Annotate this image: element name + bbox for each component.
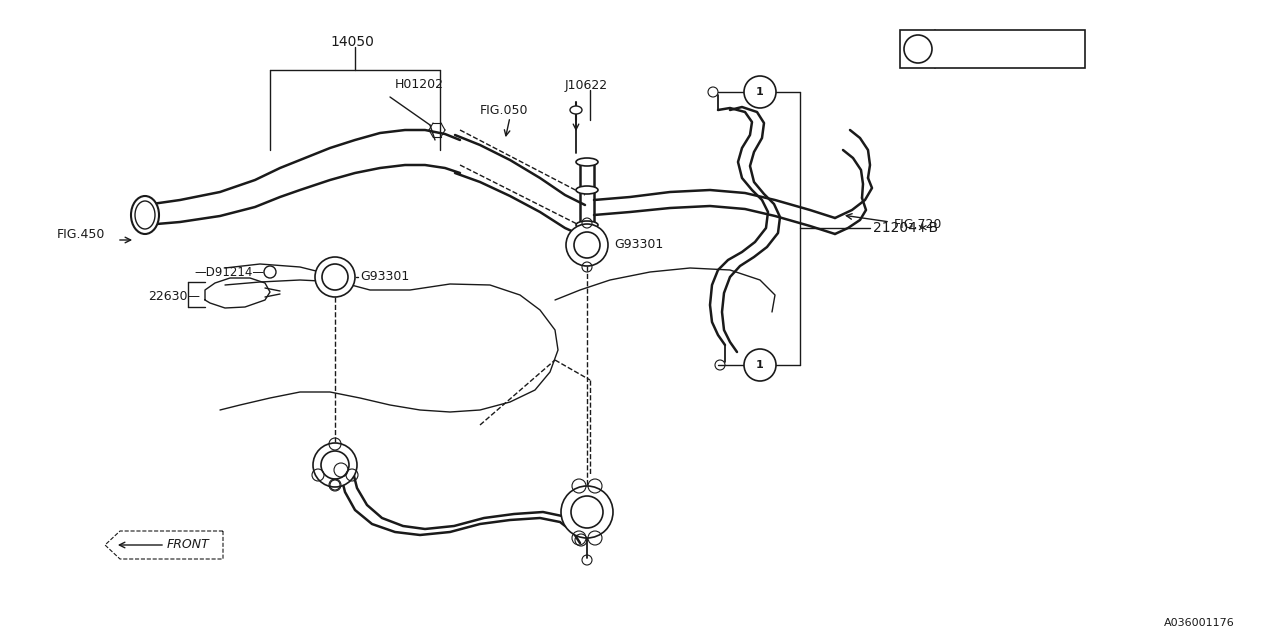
Circle shape (323, 264, 348, 290)
Text: H01202: H01202 (396, 79, 444, 92)
Text: J10622: J10622 (564, 79, 608, 92)
Ellipse shape (134, 201, 155, 229)
Ellipse shape (576, 186, 598, 194)
Text: FRONT: FRONT (166, 538, 210, 552)
Ellipse shape (576, 158, 598, 166)
Text: A036001176: A036001176 (1165, 618, 1235, 628)
Text: 0923S*A: 0923S*A (945, 42, 1005, 56)
Circle shape (571, 496, 603, 528)
Circle shape (315, 257, 355, 297)
Text: G93301: G93301 (360, 271, 410, 284)
Circle shape (321, 451, 349, 479)
Ellipse shape (570, 106, 582, 114)
Circle shape (744, 76, 776, 108)
Text: FIG.450: FIG.450 (58, 228, 105, 241)
Ellipse shape (576, 221, 598, 229)
Circle shape (744, 349, 776, 381)
Text: 14050: 14050 (330, 35, 374, 49)
Circle shape (561, 486, 613, 538)
Text: G93301: G93301 (614, 239, 663, 252)
Text: FIG.050: FIG.050 (480, 104, 529, 116)
Bar (900, 30, 1085, 68)
Ellipse shape (131, 196, 159, 234)
Text: 1: 1 (756, 360, 764, 370)
Circle shape (314, 443, 357, 487)
Text: —D91214—: —D91214— (195, 266, 264, 278)
Circle shape (566, 224, 608, 266)
Circle shape (573, 232, 600, 258)
Text: 22630—: 22630— (148, 291, 200, 303)
Text: 1: 1 (756, 87, 764, 97)
Text: 21204∗B: 21204∗B (873, 221, 938, 235)
Text: FIG.720: FIG.720 (893, 218, 942, 232)
Text: 1: 1 (914, 44, 922, 54)
